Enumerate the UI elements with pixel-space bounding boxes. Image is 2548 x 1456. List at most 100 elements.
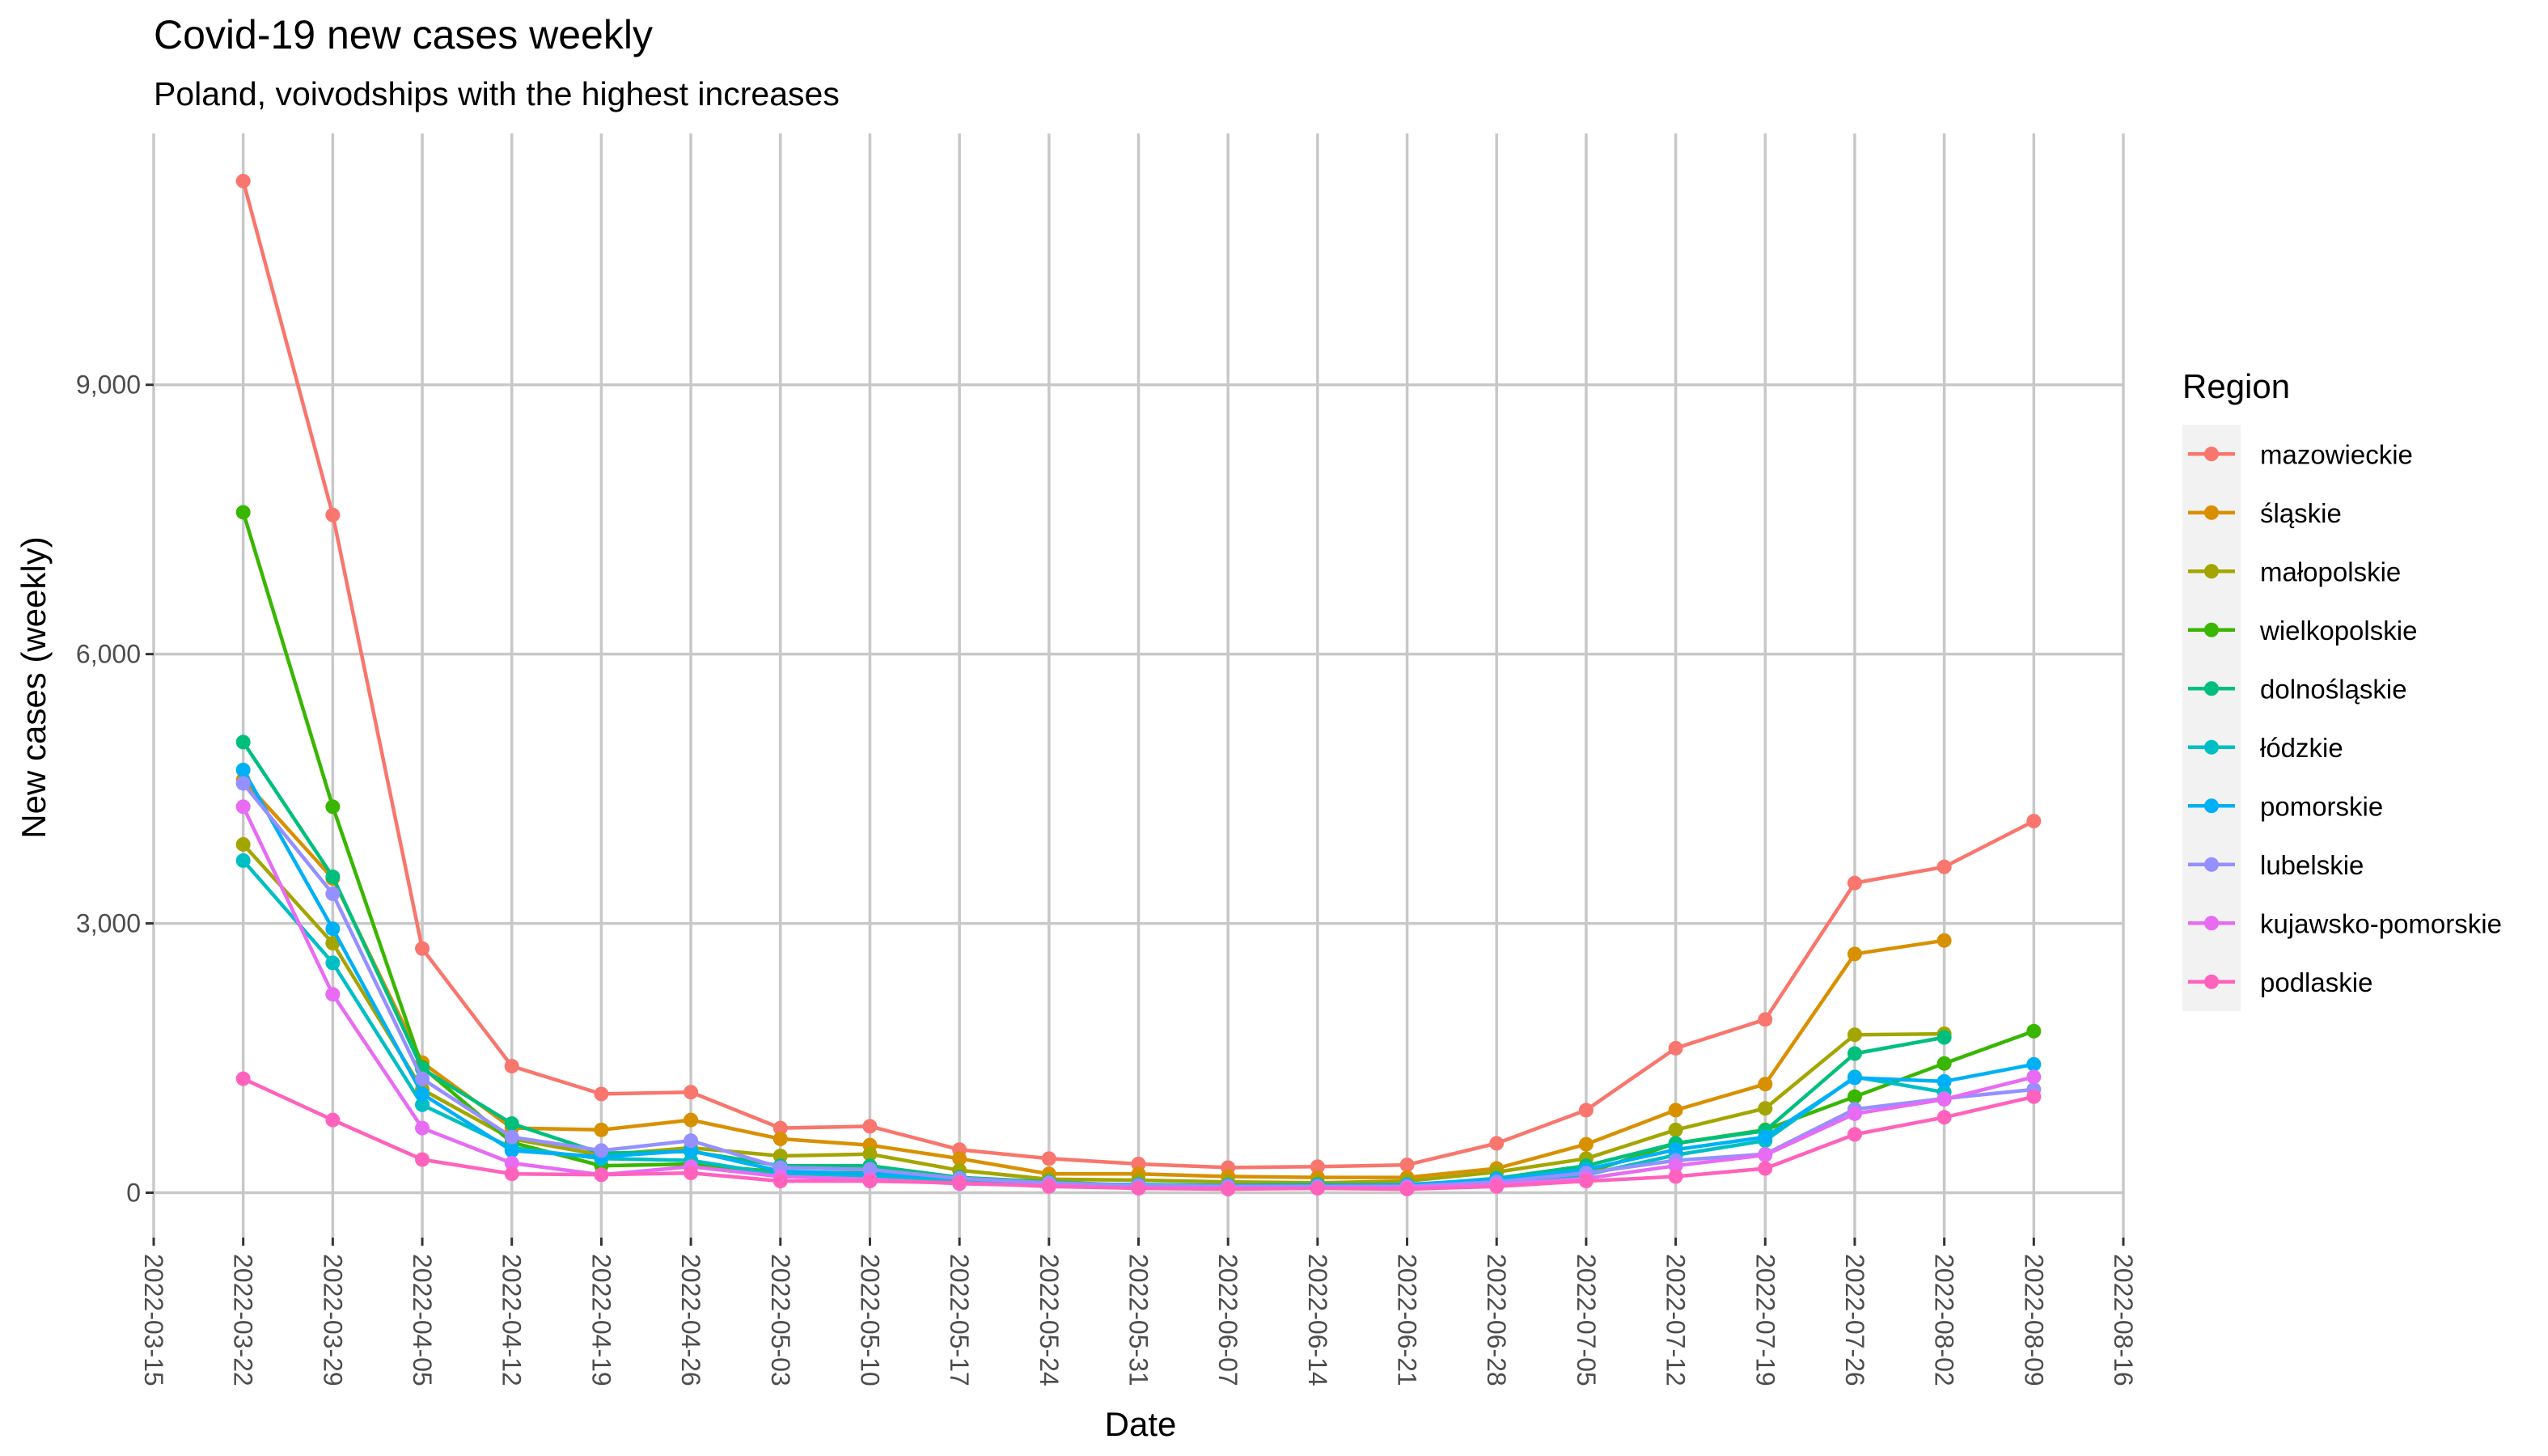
x-tick-label: 2022-07-19 — [1750, 1254, 1780, 1386]
data-point — [1758, 1077, 1773, 1092]
data-point — [415, 1097, 430, 1112]
legend-key-background — [2182, 425, 2241, 1011]
legend-item: łódzkie — [2188, 733, 2343, 763]
x-tick-label: 2022-05-03 — [766, 1254, 795, 1386]
data-point — [684, 1166, 699, 1181]
legend-item: śląskie — [2188, 498, 2342, 528]
data-point — [504, 1129, 519, 1145]
legend-key-point — [2204, 622, 2219, 637]
data-point — [1758, 1129, 1773, 1145]
y-axis-ticks: 0 3,000 6,000 9,000 — [76, 370, 154, 1208]
data-point — [325, 955, 341, 971]
data-point — [1668, 1103, 1683, 1118]
x-tick-label: 2022-03-29 — [318, 1254, 347, 1386]
data-point — [1936, 1073, 1952, 1089]
data-point — [1221, 1182, 1236, 1197]
legend-key-point — [2204, 681, 2219, 696]
x-axis-title: Date — [1105, 1405, 1177, 1443]
legend-label: wielkopolskie — [2259, 616, 2417, 645]
data-point — [1936, 1092, 1952, 1107]
data-point — [1936, 859, 1952, 874]
data-point — [1310, 1159, 1325, 1175]
data-point — [1489, 1136, 1505, 1151]
data-point — [1936, 1030, 1952, 1045]
x-tick-label: 2022-08-02 — [1930, 1254, 1959, 1386]
data-point — [325, 1112, 341, 1128]
data-point — [684, 1085, 699, 1100]
data-point — [952, 1175, 967, 1191]
data-point — [1758, 1147, 1773, 1162]
x-tick-label: 2022-04-12 — [497, 1254, 527, 1386]
data-point — [235, 853, 251, 868]
data-point — [594, 1086, 609, 1102]
data-point — [594, 1122, 609, 1137]
x-tick-label: 2022-07-05 — [1572, 1254, 1601, 1386]
x-tick-label: 2022-03-15 — [139, 1254, 168, 1386]
data-point — [235, 799, 251, 815]
x-tick-label: 2022-04-26 — [676, 1254, 705, 1386]
y-tick-label: 0 — [126, 1179, 141, 1208]
legend-label: małopolskie — [2260, 557, 2401, 586]
data-point — [504, 1143, 519, 1158]
data-point — [1936, 1056, 1952, 1071]
x-tick-label: 2022-04-19 — [586, 1254, 616, 1386]
legend-label: podlaskie — [2260, 967, 2372, 997]
data-point — [684, 1112, 699, 1128]
legend-item: podlaskie — [2188, 967, 2372, 997]
data-point — [772, 1174, 788, 1189]
x-tick-label: 2022-05-17 — [945, 1254, 974, 1386]
legend-label: śląskie — [2260, 498, 2342, 528]
data-point — [325, 507, 341, 523]
data-point — [594, 1167, 609, 1183]
data-point — [1310, 1180, 1325, 1196]
data-point — [1041, 1151, 1056, 1166]
data-point — [684, 1133, 699, 1149]
data-point — [235, 1071, 251, 1086]
legend-item: mazowieckie — [2188, 439, 2413, 469]
legend-label: kujawsko-pomorskie — [2260, 908, 2502, 938]
chart-title: Covid-19 new cases weekly — [154, 12, 653, 57]
legend-key-point — [2204, 974, 2219, 989]
legend-key-point — [2204, 447, 2219, 462]
legend-label: mazowieckie — [2260, 439, 2413, 469]
data-point — [504, 1166, 519, 1182]
data-point — [1847, 875, 1862, 891]
x-tick-label: 2022-05-24 — [1035, 1254, 1064, 1386]
series-podlaskie — [235, 1071, 2042, 1197]
data-point — [504, 1155, 519, 1170]
data-point — [235, 505, 251, 520]
legend-item: lubelskie — [2188, 850, 2364, 880]
data-point — [415, 1152, 430, 1167]
data-point — [325, 921, 341, 937]
x-tick-label: 2022-06-28 — [1482, 1254, 1511, 1386]
data-point — [1758, 1161, 1773, 1176]
x-tick-label: 2022-06-07 — [1213, 1254, 1242, 1386]
data-point — [1489, 1179, 1505, 1194]
data-point — [415, 1120, 430, 1136]
x-tick-label: 2022-06-14 — [1303, 1254, 1332, 1386]
x-tick-label: 2022-06-21 — [1393, 1254, 1422, 1386]
data-point — [1847, 946, 1862, 962]
y-axis-title: New cases (weekly) — [15, 536, 53, 838]
data-point — [2026, 814, 2042, 829]
data-point — [1668, 1158, 1683, 1174]
data-point — [1847, 1106, 1862, 1121]
data-point — [1758, 1101, 1773, 1116]
data-point — [415, 1086, 430, 1102]
chart-subtitle: Poland, voivodships with the highest inc… — [154, 75, 840, 112]
data-point — [1847, 1046, 1862, 1061]
legend: Region mazowieckie śląskie małopolskie wiel… — [2182, 367, 2502, 1011]
data-point — [1668, 1142, 1683, 1158]
data-point — [1936, 933, 1952, 948]
data-point — [2026, 1089, 2042, 1104]
x-tick-label: 2022-03-22 — [229, 1254, 258, 1386]
data-point — [235, 836, 251, 852]
legend-item: dolnośląskie — [2188, 674, 2407, 704]
data-point — [1668, 1040, 1683, 1056]
y-tick-label: 6,000 — [76, 640, 141, 669]
data-point — [1578, 1174, 1594, 1189]
data-point — [1668, 1122, 1683, 1137]
legend-label: lubelskie — [2260, 850, 2364, 880]
data-point — [325, 799, 341, 815]
